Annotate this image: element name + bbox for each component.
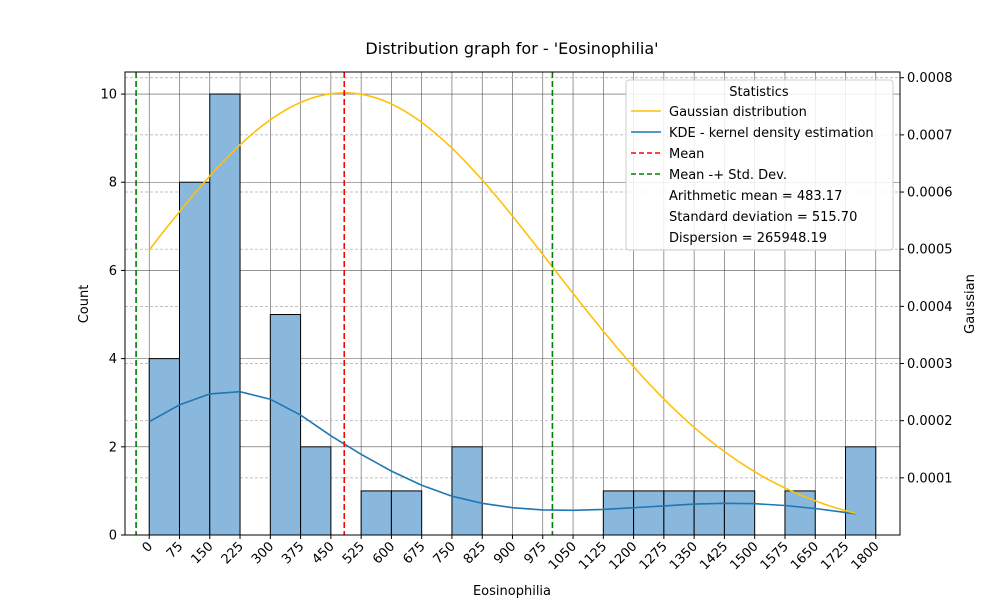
x-tick-label: 375	[279, 539, 307, 567]
histogram-bar	[663, 490, 695, 536]
y2-tick-label: 0.0002	[907, 414, 953, 429]
y2-tick-label: 0.0005	[907, 243, 953, 258]
histogram-bar	[209, 93, 241, 536]
x-tick-label: 1350	[667, 539, 701, 573]
y2-tick-label: 0.0006	[907, 186, 953, 201]
x-tick-label: 1575	[758, 539, 792, 573]
chart-title: Distribution graph for - 'Eosinophilia'	[365, 39, 658, 58]
legend-title: Statistics	[729, 85, 789, 100]
histogram-bar	[178, 181, 211, 536]
legend-item-label: Dispersion = 265948.19	[669, 231, 827, 246]
y-tick-label: 10	[100, 88, 117, 103]
legend: Statistics Gaussian distribution KDE - ke…	[625, 79, 894, 251]
histogram-bar	[148, 358, 180, 536]
y-axis-label: Count	[77, 285, 92, 324]
x-tick-label: 525	[340, 539, 368, 567]
x-tick-label: 900	[491, 539, 519, 567]
legend-item-label: Arithmetic mean = 483.17	[669, 189, 842, 204]
x-tick-label: 1425	[697, 539, 731, 573]
x-tick-label: 225	[219, 539, 247, 567]
histogram-bar	[300, 446, 332, 536]
x-tick-label: 1050	[546, 539, 580, 573]
legend-item-label: Gaussian distribution	[669, 105, 807, 120]
y2-tick-label: 0.0001	[907, 471, 953, 486]
y-axis: 0 2 4 6 8 10	[100, 88, 125, 544]
y-tick-label: 4	[109, 352, 117, 367]
y-tick-label: 8	[109, 176, 117, 191]
legend-item-label: Standard deviation = 515.70	[669, 210, 857, 225]
histogram-bar	[269, 314, 302, 536]
y-tick-label: 0	[109, 529, 117, 544]
y-tick-label: 6	[109, 264, 117, 279]
histogram-bar	[451, 446, 483, 536]
x-tick-label: 75	[164, 539, 186, 561]
histogram-bar	[633, 490, 665, 536]
legend-item-label: Mean -+ Std. Dev.	[669, 168, 787, 183]
x-tick-label: 0	[140, 539, 156, 555]
x-tick-label: 1800	[849, 539, 883, 573]
y2-tick-label: 0.0004	[907, 300, 953, 315]
y2-axis-label: Gaussian	[963, 274, 978, 334]
histogram-bar	[693, 490, 725, 536]
x-tick-label: 150	[188, 539, 216, 567]
histogram-bar	[784, 490, 816, 536]
x-tick-label: 1500	[728, 539, 762, 573]
x-tick-label: 675	[400, 539, 428, 567]
x-tick-label: 1650	[788, 539, 822, 573]
kde-curve	[148, 390, 856, 515]
histogram-bar	[845, 446, 877, 536]
x-axis: 0 75 150 225 300 375 450 525 600 675 750 825 900 9751…	[140, 535, 883, 573]
histogram-bar	[390, 490, 423, 536]
y2-tick-label: 0.0007	[907, 128, 953, 143]
gaussian-curve	[148, 92, 856, 515]
legend-item-label: Mean	[669, 147, 704, 162]
histogram-bar	[602, 490, 635, 536]
x-tick-label: 600	[370, 539, 398, 567]
histogram-bar	[360, 490, 392, 536]
x-tick-label: 1200	[606, 539, 640, 573]
y-tick-label: 2	[109, 440, 117, 455]
curves	[135, 72, 856, 535]
legend-box	[625, 79, 894, 251]
x-tick-label: 1275	[637, 539, 671, 573]
x-tick-label: 825	[461, 539, 489, 567]
x-tick-label: 300	[249, 539, 277, 567]
x-tick-label: 750	[431, 539, 459, 567]
y2-tick-label: 0.0008	[907, 71, 953, 86]
legend-item-label: KDE - kernel density estimation	[669, 126, 874, 141]
y2-axis: 0.0001 0.0002 0.0003 0.0004 0.0005 0.0006 0.00…	[900, 71, 953, 486]
y2-tick-label: 0.0003	[907, 357, 953, 372]
grid	[125, 72, 900, 536]
x-tick-label: 1125	[576, 539, 610, 573]
x-tick-label: 1725	[818, 539, 852, 573]
histogram-bar	[723, 490, 756, 536]
x-axis-label: Eosinophilia	[473, 584, 551, 599]
x-tick-label: 450	[310, 539, 338, 567]
